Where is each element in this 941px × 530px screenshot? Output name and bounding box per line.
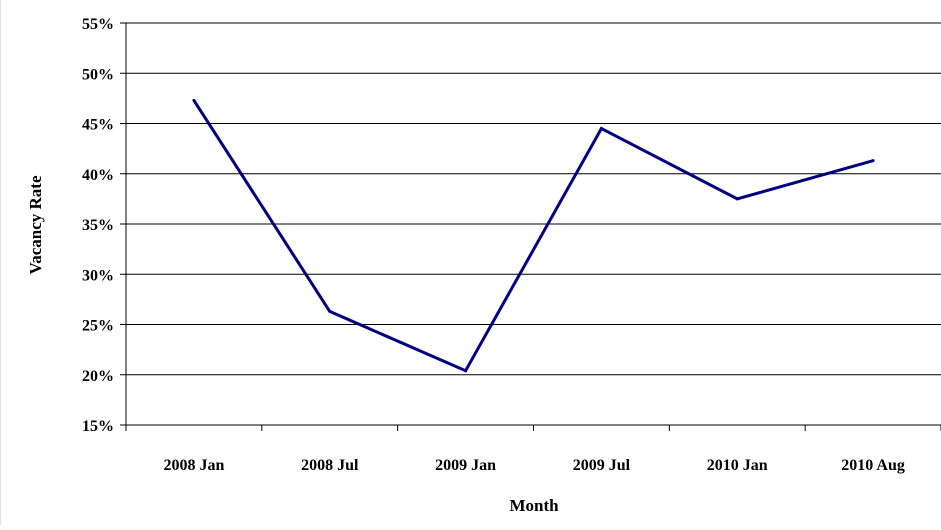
data-point-0-4 [735,197,739,201]
y-tick-label-55: 55% [82,16,114,33]
y-tick-label-40: 40% [82,167,114,184]
y-tick-labels: 15% 20% 25% 30% 35% 40% 45% 50% 55% [82,16,114,435]
y-tick-label-25: 25% [82,318,114,335]
y-tick-label-30: 30% [82,267,114,284]
x-tick-label-3: 2009 Jul [573,457,631,474]
x-tick-labels: 2008 Jan 2008 Jul 2009 Jan 2009 Jul 2010 Jan… [163,457,904,474]
data-point-0-3 [599,127,603,131]
y-tick-label-50: 50% [82,66,114,83]
y-tick-label-35: 35% [82,217,114,234]
data-point-0-5 [871,159,875,163]
x-axis-title: Month [509,496,559,515]
data-point-0-2 [464,369,468,373]
x-tick-label-2: 2009 Jan [435,457,496,474]
gridlines [126,22,941,426]
data-point-0-0 [192,98,196,102]
y-tick-label-15: 15% [82,418,114,435]
series-layer [192,98,875,373]
x-tick-label-5: 2010 Aug [841,457,905,474]
series-line-0 [192,99,874,373]
y-tick-label-45: 45% [82,117,114,134]
data-point-0-1 [328,309,332,313]
y-axis-title: Vacancy Rate [26,175,45,274]
x-tick-label-0: 2008 Jan [163,457,224,474]
axes [120,22,941,431]
x-tick-label-1: 2008 Jul [301,457,359,474]
y-tick-label-20: 20% [82,368,114,385]
x-tick-label-4: 2010 Jan [707,457,768,474]
